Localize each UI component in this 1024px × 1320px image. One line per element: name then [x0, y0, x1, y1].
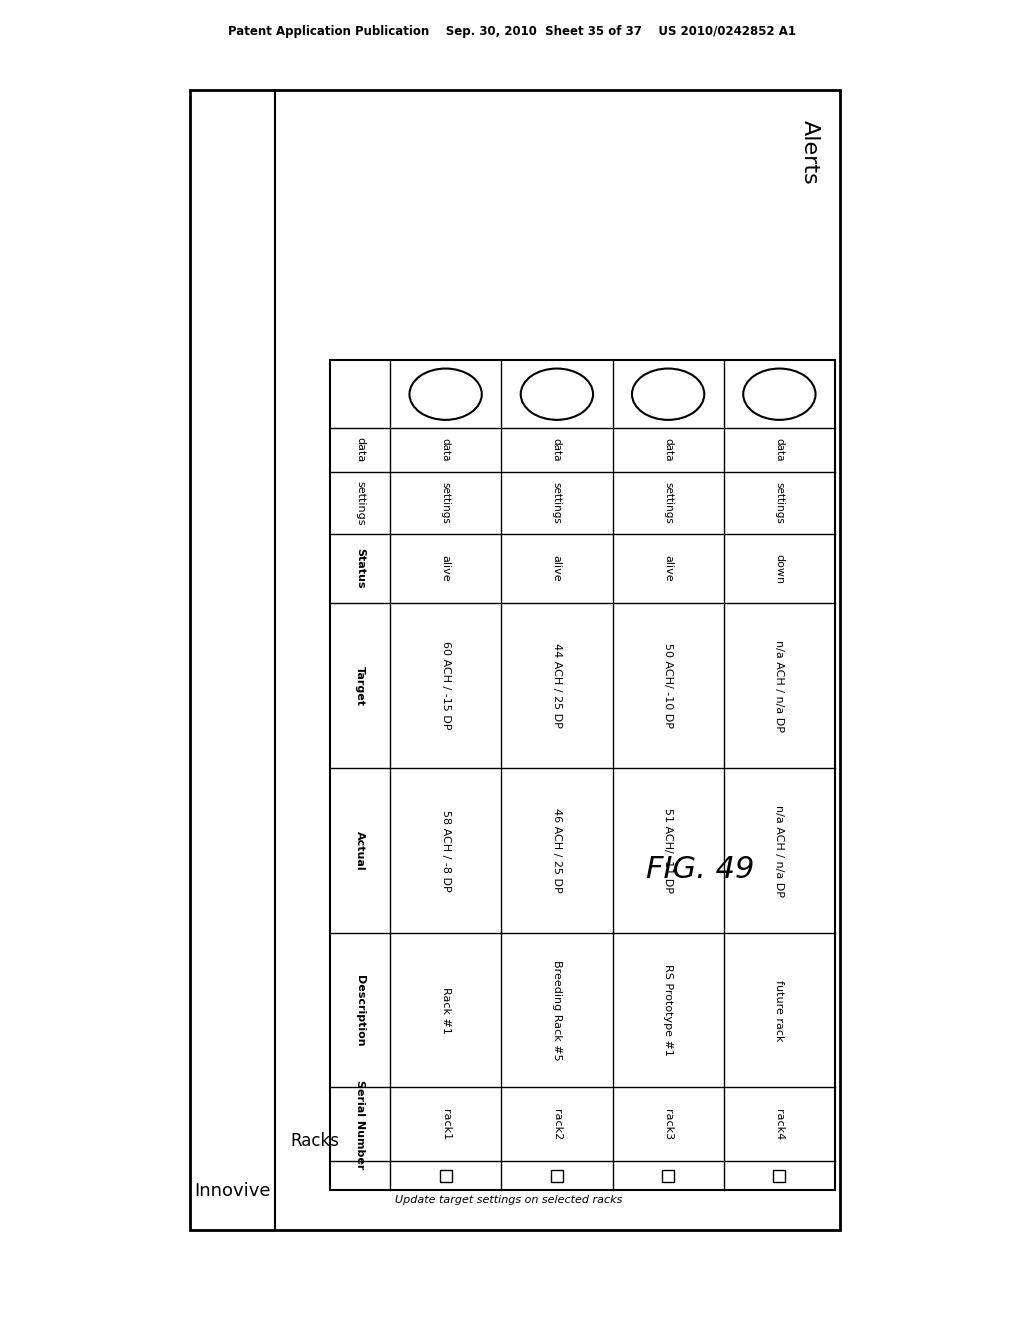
Text: Rack #1: Rack #1	[440, 987, 451, 1034]
Text: alive: alive	[664, 556, 673, 582]
Bar	[551, 1170, 563, 1181]
Text: Innovive: Innovive	[195, 1181, 270, 1200]
Text: settings: settings	[440, 482, 451, 524]
Bar	[330, 360, 835, 1191]
Bar	[439, 1170, 452, 1181]
Text: n/a ACH / n/a DP: n/a ACH / n/a DP	[774, 805, 784, 896]
Text: 44 ACH / 25 DP: 44 ACH / 25 DP	[552, 643, 562, 727]
Text: Patent Application Publication    Sep. 30, 2010  Sheet 35 of 37    US 2010/02428: Patent Application Publication Sep. 30, …	[228, 25, 796, 38]
Text: rack3: rack3	[664, 1109, 673, 1140]
Ellipse shape	[521, 368, 593, 420]
Ellipse shape	[632, 368, 705, 420]
Text: down: down	[774, 553, 784, 583]
Text: alive: alive	[552, 556, 562, 582]
Text: Description: Description	[355, 974, 365, 1047]
Text: 60 ACH / -15 DP: 60 ACH / -15 DP	[440, 642, 451, 730]
Text: FIG. 49: FIG. 49	[646, 855, 755, 884]
Bar	[190, 90, 840, 1230]
Text: 50 ACH/ -10 DP: 50 ACH/ -10 DP	[664, 643, 673, 729]
Text: data: data	[774, 438, 784, 462]
Text: Actual: Actual	[355, 832, 365, 871]
Text: data: data	[355, 437, 365, 463]
Text: settings: settings	[355, 480, 365, 525]
Bar	[663, 1170, 674, 1181]
Text: settings: settings	[774, 482, 784, 524]
Text: Breeding Rack #5: Breeding Rack #5	[552, 960, 562, 1061]
Text: settings: settings	[664, 482, 673, 524]
Text: rack4: rack4	[774, 1109, 784, 1140]
Text: Alerts: Alerts	[800, 120, 820, 185]
Text: data: data	[440, 438, 451, 462]
Text: Racks: Racks	[290, 1133, 339, 1150]
Text: Status: Status	[355, 548, 365, 589]
Text: n/a ACH / n/a DP: n/a ACH / n/a DP	[774, 639, 784, 731]
Text: Update target settings on selected racks: Update target settings on selected racks	[395, 1195, 623, 1205]
Text: rack1: rack1	[440, 1109, 451, 1140]
Text: alive: alive	[440, 556, 451, 582]
Text: RS Prototype #1: RS Prototype #1	[664, 965, 673, 1056]
Text: settings: settings	[552, 482, 562, 524]
Bar	[773, 1170, 785, 1181]
Text: future rack: future rack	[774, 979, 784, 1041]
Ellipse shape	[743, 368, 815, 420]
Text: data: data	[552, 438, 562, 462]
Text: Serial Number: Serial Number	[355, 1080, 365, 1170]
Ellipse shape	[410, 368, 481, 420]
Text: 46 ACH / 25 DP: 46 ACH / 25 DP	[552, 808, 562, 894]
Text: data: data	[664, 438, 673, 462]
Text: 58 ACH / -8 DP: 58 ACH / -8 DP	[440, 810, 451, 892]
Text: rack2: rack2	[552, 1109, 562, 1140]
Text: Target: Target	[355, 665, 365, 705]
Text: 51 ACH/ -11 DP: 51 ACH/ -11 DP	[664, 808, 673, 894]
